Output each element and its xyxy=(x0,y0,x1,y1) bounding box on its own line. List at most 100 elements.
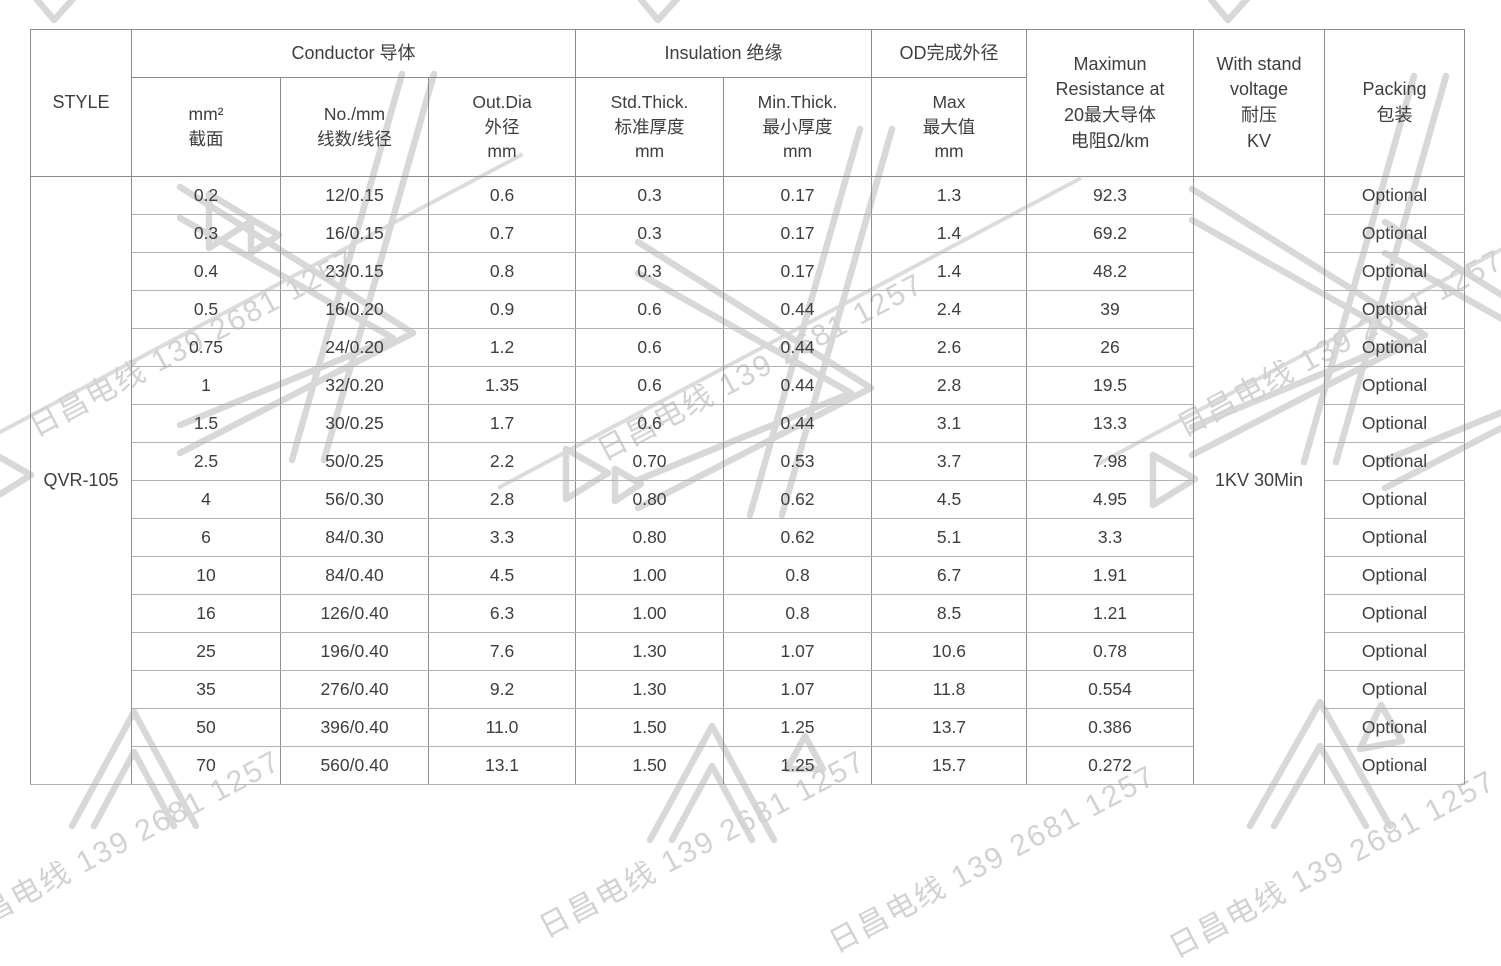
cell-resistance: 0.272 xyxy=(1026,746,1195,785)
cell-std_thick: 1.30 xyxy=(575,632,725,671)
cell-min_thick: 1.07 xyxy=(723,670,873,709)
cell-packing: Optional xyxy=(1324,632,1466,671)
cell-od_max: 2.8 xyxy=(871,366,1028,405)
cell-packing: Optional xyxy=(1324,366,1466,405)
cell-mm2: 1 xyxy=(131,366,281,405)
cell-packing: Optional xyxy=(1324,214,1466,253)
cell-mm2: 1.5 xyxy=(131,404,281,443)
cell-out_dia: 0.7 xyxy=(427,214,577,253)
header-outdia: Out.Dia 外径 mm xyxy=(427,77,577,177)
cell-min_thick: 0.62 xyxy=(723,518,873,557)
table-row: QVR-105 0.2 12/0.15 0.6 0.3 0.17 1.3 92.3 1KV 30… xyxy=(30,176,1466,785)
cell-strands: 32/0.20 xyxy=(280,366,429,405)
cell-packing: Optional xyxy=(1324,176,1466,215)
cell-std_thick: 0.3 xyxy=(575,214,725,253)
cell-od_max: 13.7 xyxy=(871,708,1028,747)
cell-resistance: 92.3 xyxy=(1026,176,1195,215)
cell-strands: 84/0.30 xyxy=(280,518,429,557)
cell-resistance: 4.95 xyxy=(1026,480,1195,519)
cell-mm2: 4 xyxy=(131,480,281,519)
cell-resistance: 3.3 xyxy=(1026,518,1195,557)
cell-strands: 84/0.40 xyxy=(280,556,429,595)
cell-mm2: 0.2 xyxy=(131,176,281,215)
cell-min_thick: 1.25 xyxy=(723,708,873,747)
cell-min_thick: 0.17 xyxy=(723,176,873,215)
cell-od_max: 15.7 xyxy=(871,746,1028,785)
cell-od_max: 10.6 xyxy=(871,632,1028,671)
cell-std_thick: 0.80 xyxy=(575,518,725,557)
cell-mm2: 35 xyxy=(131,670,281,709)
cell-strands: 196/0.40 xyxy=(280,632,429,671)
cell-mm2: 0.5 xyxy=(131,290,281,329)
cell-std_thick: 0.6 xyxy=(575,328,725,367)
cell-std_thick: 0.3 xyxy=(575,252,725,291)
cell-resistance: 69.2 xyxy=(1026,214,1195,253)
watermark-vtip-icon xyxy=(637,0,681,24)
cell-strands: 50/0.25 xyxy=(280,442,429,481)
cell-std_thick: 0.80 xyxy=(575,480,725,519)
cell-mm2: 10 xyxy=(131,556,281,595)
cell-od_max: 3.7 xyxy=(871,442,1028,481)
cell-packing: Optional xyxy=(1324,594,1466,633)
cell-resistance: 19.5 xyxy=(1026,366,1195,405)
cell-std_thick: 0.70 xyxy=(575,442,725,481)
watermark-vtip-icon xyxy=(1207,0,1251,24)
cell-mm2: 70 xyxy=(131,746,281,785)
cell-min_thick: 1.25 xyxy=(723,746,873,785)
cell-out_dia: 0.6 xyxy=(427,176,577,215)
header-resistance: Maximun Resistance at 20最大导体 电阻Ω/km xyxy=(1026,29,1195,177)
cell-packing: Optional xyxy=(1324,290,1466,329)
cell-packing: Optional xyxy=(1324,442,1466,481)
header-withstand: With stand voltage 耐压 KV xyxy=(1193,29,1326,177)
cell-resistance: 1.91 xyxy=(1026,556,1195,595)
cell-strands: 126/0.40 xyxy=(280,594,429,633)
cell-std_thick: 1.00 xyxy=(575,556,725,595)
cell-out_dia: 11.0 xyxy=(427,708,577,747)
cell-min_thick: 0.17 xyxy=(723,252,873,291)
cell-strands: 16/0.15 xyxy=(280,214,429,253)
withstand-value-cell: 1KV 30Min xyxy=(1193,176,1326,785)
table-row: 25 196/0.40 7.6 1.30 1.07 10.6 0.78 Optional xyxy=(31,632,1466,671)
cell-std_thick: 1.30 xyxy=(575,670,725,709)
cell-resistance: 0.78 xyxy=(1026,632,1195,671)
cell-od_max: 5.1 xyxy=(871,518,1028,557)
header-group-od: OD完成外径 xyxy=(871,29,1028,78)
cell-min_thick: 0.53 xyxy=(723,442,873,481)
header-packing: Packing 包装 xyxy=(1324,29,1466,177)
cell-strands: 16/0.20 xyxy=(280,290,429,329)
spec-table: STYLE Conductor 导体 Insulation 绝缘 OD完成外径 … xyxy=(30,29,1466,785)
cell-out_dia: 1.7 xyxy=(427,404,577,443)
cell-min_thick: 0.62 xyxy=(723,480,873,519)
header-stdthick: Std.Thick. 标准厚度 mm xyxy=(575,77,725,177)
cell-mm2: 0.4 xyxy=(131,252,281,291)
cell-mm2: 0.3 xyxy=(131,214,281,253)
cell-od_max: 1.4 xyxy=(871,252,1028,291)
cell-out_dia: 1.35 xyxy=(427,366,577,405)
cell-out_dia: 3.3 xyxy=(427,518,577,557)
cell-min_thick: 0.44 xyxy=(723,290,873,329)
cell-od_max: 2.6 xyxy=(871,328,1028,367)
cell-min_thick: 0.17 xyxy=(723,214,873,253)
cell-out_dia: 2.8 xyxy=(427,480,577,519)
cell-od_max: 11.8 xyxy=(871,670,1028,709)
cell-resistance: 26 xyxy=(1026,328,1195,367)
watermark-vtip-icon xyxy=(33,0,77,24)
cell-min_thick: 0.44 xyxy=(723,404,873,443)
cell-packing: Optional xyxy=(1324,328,1466,367)
cell-packing: Optional xyxy=(1324,404,1466,443)
cell-out_dia: 0.9 xyxy=(427,290,577,329)
cell-min_thick: 0.8 xyxy=(723,556,873,595)
header-odmax: Max 最大值 mm xyxy=(871,77,1028,177)
cell-strands: 23/0.15 xyxy=(280,252,429,291)
cell-od_max: 8.5 xyxy=(871,594,1028,633)
cell-mm2: 16 xyxy=(131,594,281,633)
cell-resistance: 1.21 xyxy=(1026,594,1195,633)
cell-resistance: 7.98 xyxy=(1026,442,1195,481)
cell-packing: Optional xyxy=(1324,480,1466,519)
cell-resistance: 39 xyxy=(1026,290,1195,329)
cell-out_dia: 7.6 xyxy=(427,632,577,671)
cell-packing: Optional xyxy=(1324,518,1466,557)
cell-min_thick: 1.07 xyxy=(723,632,873,671)
header-minthick: Min.Thick. 最小厚度 mm xyxy=(723,77,873,177)
cell-packing: Optional xyxy=(1324,708,1466,747)
